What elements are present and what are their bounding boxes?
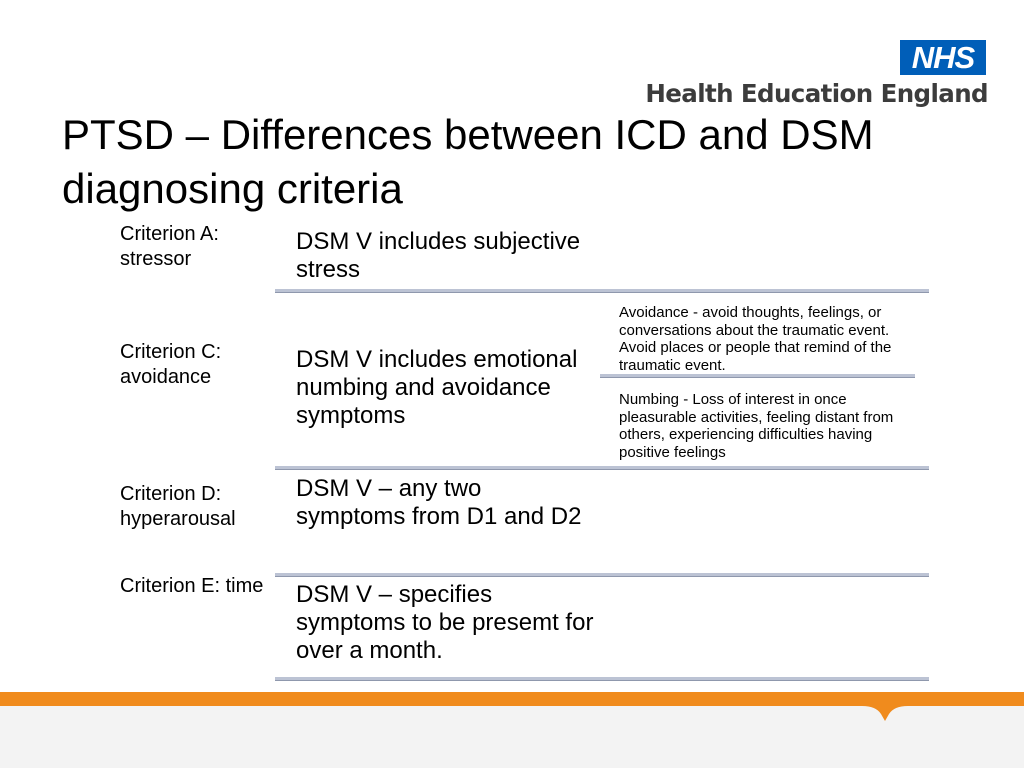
slide-title: PTSD – Differences between ICD and DSM d… [62,111,874,212]
sub-divider [600,374,915,378]
org-name: Health Education England [645,79,988,108]
avoidance-detail: Avoidance - avoid thoughts, feelings, or… [619,304,892,374]
footer-notch-shape [862,706,908,721]
criterion-e-description: DSM V – specifies symptoms to be presemt… [296,581,594,664]
row-divider [275,677,929,681]
criterion-d-label: Criterion D: hyperarousal [120,483,236,530]
row-divider [275,466,929,470]
criterion-e-label: Criterion E: time [120,575,264,597]
row-divider [275,289,929,293]
criterion-a-label: Criterion A: stressor [120,223,219,270]
footer-band [0,706,1024,768]
row-divider [275,573,929,577]
criterion-c-label: Criterion C: avoidance [120,341,222,388]
criterion-d-description: DSM V – any two symptoms from D1 and D2 [296,475,582,530]
nhs-hee-logo: NHS Health Education England [638,40,989,112]
nhs-logo-box: NHS [900,40,986,75]
criterion-a-description: DSM V includes subjective stress [296,228,581,283]
orange-accent-bar [0,692,1024,706]
numbing-detail: Numbing - Loss of interest in once pleas… [619,391,894,461]
criterion-c-description: DSM V includes emotional numbing and avo… [296,346,578,429]
